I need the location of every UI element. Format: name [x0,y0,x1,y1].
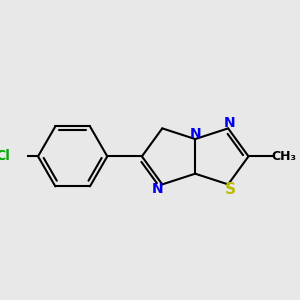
Text: S: S [224,182,236,197]
Text: CH₃: CH₃ [271,150,296,163]
Text: N: N [189,127,201,141]
Text: N: N [224,116,236,130]
Text: N: N [152,182,164,196]
Text: Cl: Cl [0,149,11,164]
